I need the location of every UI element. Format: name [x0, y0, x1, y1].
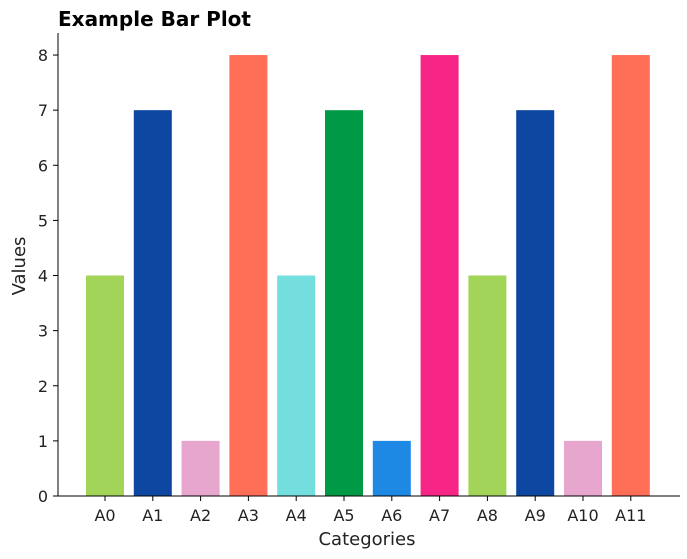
- bar-a0: [86, 275, 124, 496]
- y-tick-label: 5: [38, 211, 48, 230]
- y-axis-label: Values: [9, 237, 30, 296]
- y-tick-label: 4: [38, 267, 48, 286]
- x-tick-label: A4: [286, 506, 307, 525]
- bar-a10: [564, 440, 602, 496]
- bar-a8: [468, 275, 507, 496]
- x-tick-label: A3: [238, 506, 259, 525]
- bar-a7: [420, 55, 459, 497]
- y-tick-label: 6: [38, 156, 48, 175]
- x-tick-label: A10: [567, 506, 598, 525]
- plot-area: 0 1 2 3 4 5 6 7 8 A0 A1 A2 A3 A4 A5 A6 A7 A8 A9 A10 A11: [38, 33, 680, 525]
- y-tick-label: 0: [38, 487, 48, 506]
- y-tick-label: 8: [38, 46, 48, 65]
- y-tick-label: 1: [38, 432, 48, 451]
- x-tick-label: A1: [142, 506, 163, 525]
- y-tick-label: 3: [38, 322, 48, 341]
- x-tick-label: A9: [525, 506, 546, 525]
- bar-a3: [229, 55, 268, 497]
- x-axis-label: Categories: [318, 529, 415, 550]
- bar-a1: [133, 110, 172, 497]
- x-tick-label: A0: [94, 506, 115, 525]
- y-tick-label: 2: [38, 377, 48, 396]
- x-tick-label: A8: [477, 506, 498, 525]
- bar-a2: [181, 440, 220, 496]
- x-tick-label: A5: [333, 506, 354, 525]
- x-tick-label: A11: [615, 506, 646, 525]
- bar-a4: [277, 275, 316, 496]
- bar-a9: [516, 110, 555, 497]
- bar-a11: [611, 55, 650, 497]
- x-tick-label: A7: [429, 506, 450, 525]
- x-tick-label: A2: [190, 506, 211, 525]
- bar-a6: [372, 440, 411, 496]
- y-tick-label: 7: [38, 101, 48, 120]
- chart-title: Example Bar Plot: [58, 7, 251, 31]
- x-tick-label: A6: [381, 506, 402, 525]
- bar-a5: [325, 110, 363, 497]
